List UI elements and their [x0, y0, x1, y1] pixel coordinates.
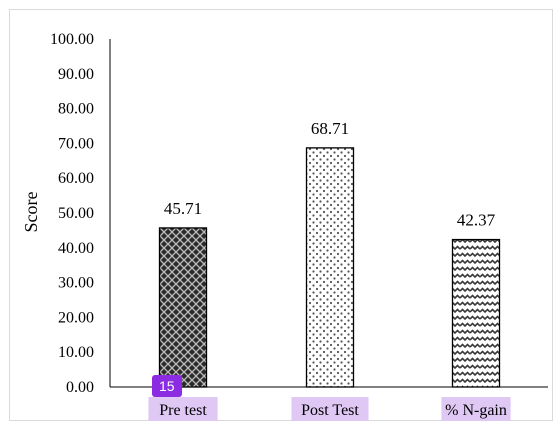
data-labels: 45.71 68.71 42.37 — [164, 119, 496, 230]
bars — [158, 147, 501, 388]
y-tick-label: 50.00 — [58, 205, 94, 222]
bar — [305, 147, 355, 388]
badge: 15 — [152, 375, 182, 397]
y-tick-label: 0.00 — [66, 379, 94, 396]
data-label: 45.71 — [164, 199, 202, 218]
y-tick-label: 80.00 — [58, 101, 94, 118]
y-tick-label: 70.00 — [58, 135, 94, 152]
category-highlight — [441, 397, 511, 421]
bar — [158, 227, 208, 388]
y-tick-label: 30.00 — [58, 275, 94, 292]
badge-text: 15 — [159, 378, 175, 394]
y-tick-labels: 0.00 10.00 20.00 30.00 40.00 50.00 60.00 70.00 8… — [50, 31, 94, 396]
category-highlight — [291, 397, 369, 421]
x-tick-label: Pre test — [159, 402, 207, 419]
data-label: 68.71 — [311, 119, 349, 138]
bar — [451, 238, 501, 388]
data-label: 42.37 — [457, 211, 496, 230]
y-tick-label: 40.00 — [58, 240, 94, 257]
x-tick-label: Post Test — [301, 402, 359, 419]
x-tick-label: % N-gain — [445, 402, 507, 419]
badge-background — [152, 375, 182, 397]
y-tick-label: 100.00 — [50, 31, 94, 48]
y-tick-label: 60.00 — [58, 170, 94, 187]
y-tick-label: 10.00 — [58, 344, 94, 361]
y-tick-label: 90.00 — [58, 66, 94, 83]
x-tick-labels: Pre test Post Test % N-gain — [148, 397, 511, 421]
y-tick-label: 20.00 — [58, 309, 94, 326]
category-highlight — [148, 397, 218, 421]
y-axis-label: Score — [21, 191, 41, 232]
